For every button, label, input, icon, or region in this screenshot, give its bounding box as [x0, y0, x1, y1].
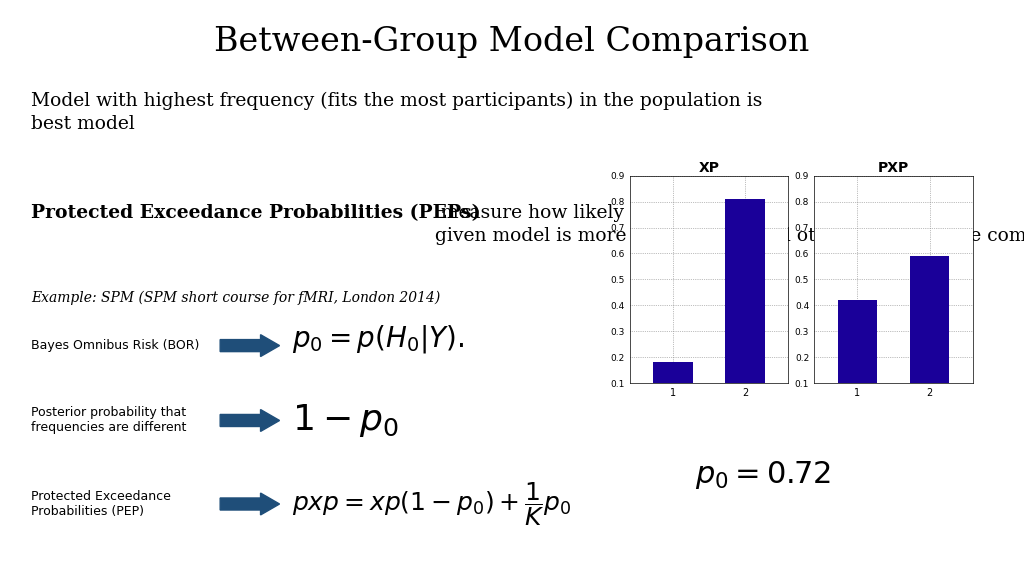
Text: Protected Exceedance
Probabilities (PEP): Protected Exceedance Probabilities (PEP) [31, 490, 171, 518]
Bar [725, 199, 765, 409]
Text: spm_BMS.m: spm_BMS.m [647, 289, 726, 305]
Bar [909, 256, 949, 409]
Text: $pxp = xp(1 - p_0) + \dfrac{1}{K}p_0$: $pxp = xp(1 - p_0) + \dfrac{1}{K}p_0$ [292, 480, 571, 528]
Bar [838, 300, 878, 409]
Text: Between-Group Model Comparison: Between-Group Model Comparison [214, 26, 810, 58]
FancyArrow shape [220, 493, 280, 515]
Title: PXP: PXP [878, 161, 909, 175]
FancyArrow shape [220, 410, 280, 431]
FancyArrow shape [220, 335, 280, 357]
Text: $1 - p_0$: $1 - p_0$ [292, 402, 398, 439]
Text: Model with highest frequency (fits the most participants) in the population is
b: Model with highest frequency (fits the m… [31, 92, 762, 132]
Text: Posterior probability that
frequencies are different: Posterior probability that frequencies a… [31, 407, 186, 434]
Text: $p_0 = 0.72$: $p_0 = 0.72$ [695, 459, 830, 491]
Text: Bayes Omnibus Risk (BOR): Bayes Omnibus Risk (BOR) [31, 339, 199, 352]
Text: Protected Exceedance Probabilities (PEPs): Protected Exceedance Probabilities (PEPs… [31, 204, 480, 222]
Bar [653, 362, 693, 409]
Text: $p_0 = p(H_0|Y).$: $p_0 = p(H_0|Y).$ [292, 323, 464, 355]
Title: XP: XP [698, 161, 720, 175]
Text: Example: SPM (SPM short course for fMRI, London 2014): Example: SPM (SPM short course for fMRI,… [31, 291, 440, 305]
Text: measure how likely it is that any
given model is more frequent than all other mo: measure how likely it is that any given … [435, 204, 1024, 245]
